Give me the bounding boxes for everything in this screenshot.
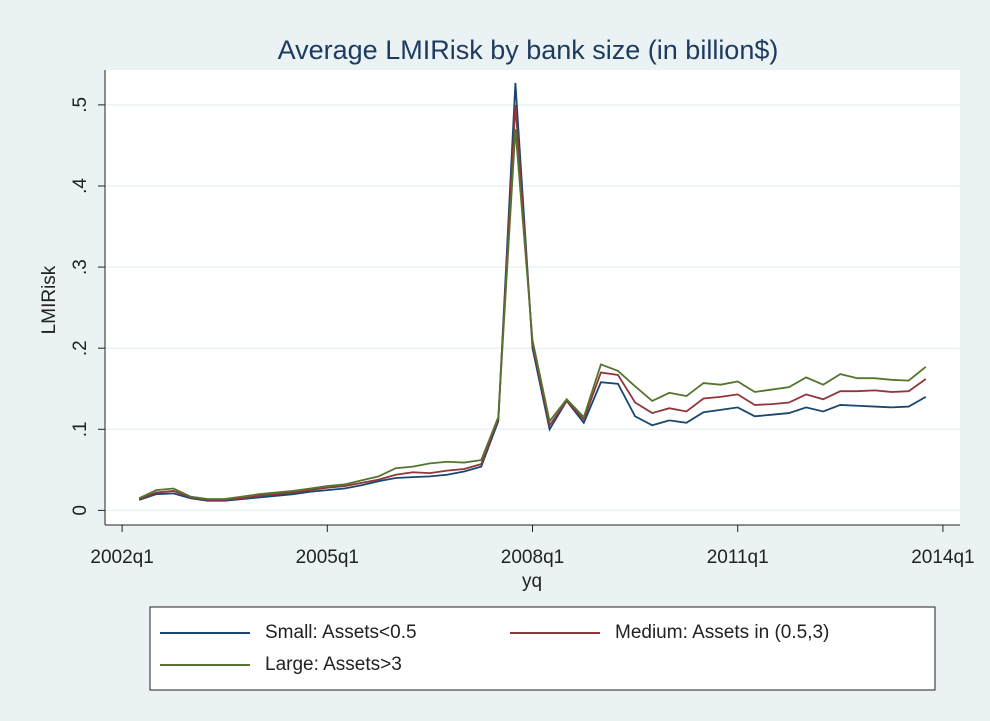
chart-title: Average LMIRisk by bank size (in billion… xyxy=(278,35,779,65)
x-tick-label: 2008q1 xyxy=(501,547,564,568)
y-tick-label: .3 xyxy=(70,259,91,275)
legend xyxy=(149,606,936,691)
y-axis-title: LMIRisk xyxy=(39,265,60,334)
x-axis-title: yq xyxy=(522,571,542,592)
legend-label: Small: Assets<0.5 xyxy=(265,622,417,643)
y-tick-label: .5 xyxy=(70,97,91,113)
y-tick-label: .4 xyxy=(70,178,91,194)
x-tick-label: 2002q1 xyxy=(90,547,153,568)
x-tick-label: 2005q1 xyxy=(296,547,359,568)
legend-label: Large: Assets>3 xyxy=(265,654,402,675)
y-tick-label: .1 xyxy=(70,421,91,437)
series-line xyxy=(138,129,927,500)
plot-area xyxy=(105,70,960,525)
x-tick-label: 2014q1 xyxy=(911,547,974,568)
y-tick-label: 0 xyxy=(70,505,91,516)
y-tick-label: .2 xyxy=(70,340,91,356)
x-tick-label: 2011q1 xyxy=(707,547,769,568)
legend-label: Medium: Assets in (0.5,3) xyxy=(615,622,829,643)
